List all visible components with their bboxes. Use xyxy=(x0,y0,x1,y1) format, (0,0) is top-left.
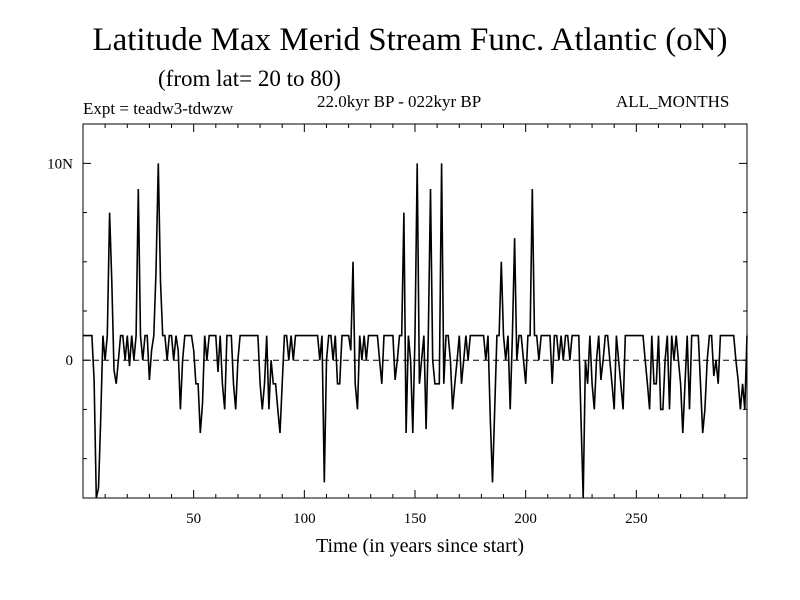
x-tick-label: 250 xyxy=(625,511,648,527)
x-tick-label: 150 xyxy=(404,511,427,527)
months-label: ALL_MONTHS xyxy=(616,92,730,111)
series-line-lat-max xyxy=(83,163,748,499)
chart-title: Latitude Max Merid Stream Func. Atlantic… xyxy=(92,22,728,58)
period-label: 22.0kyr BP - 022kyr BP xyxy=(317,92,482,111)
y-tick-label: 10N xyxy=(47,156,73,172)
experiment-label: Expt = teadw3-tdwzw xyxy=(83,99,234,118)
x-axis-title: Time (in years since start) xyxy=(316,535,524,557)
axis-ticks: 50 100 150 200 250 0 10N xyxy=(47,124,747,527)
x-tick-label: 200 xyxy=(514,511,537,527)
chart-subtitle: (from lat= 20 to 80) xyxy=(158,66,341,91)
x-tick-label: 50 xyxy=(186,511,201,527)
y-tick-label: 0 xyxy=(66,353,74,369)
x-tick-label: 100 xyxy=(293,511,316,527)
